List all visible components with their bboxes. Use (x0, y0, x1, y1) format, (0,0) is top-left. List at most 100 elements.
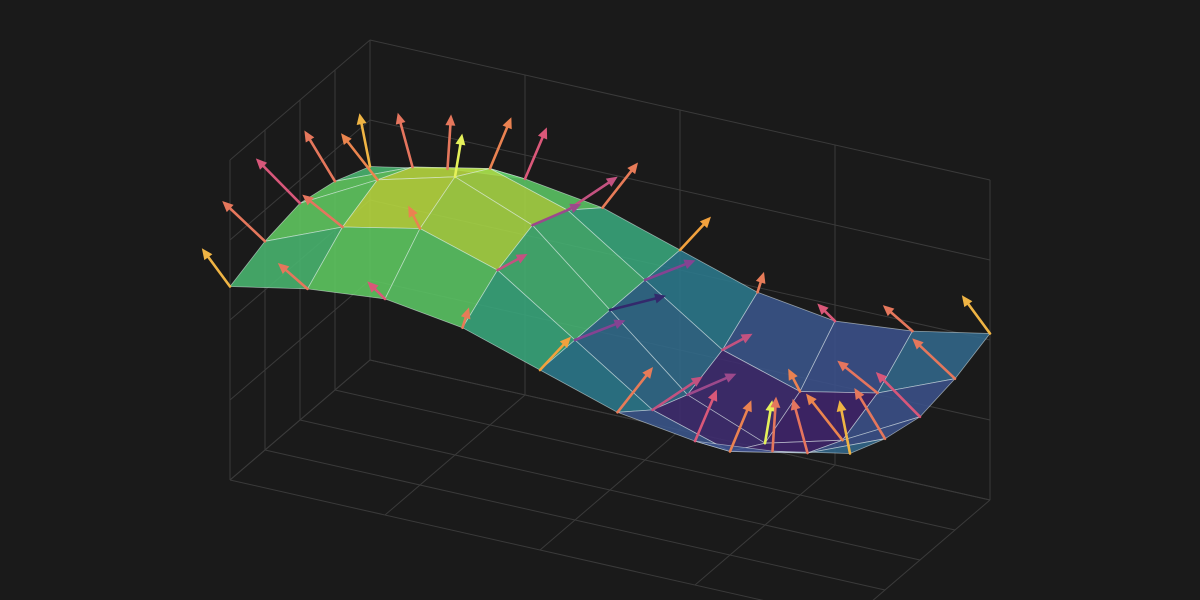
axis-box-line (229, 39, 371, 161)
arrow-shaft (823, 309, 837, 323)
arrow-head (836, 400, 847, 412)
arrow-shaft (858, 396, 887, 441)
normal-arrow (356, 113, 372, 168)
normal-arrow (643, 259, 696, 282)
arrow-head (788, 368, 798, 381)
arrow-head (605, 176, 618, 187)
arrow-head (559, 336, 571, 349)
arrow-shaft (601, 169, 633, 209)
arrow-head (537, 127, 548, 140)
arrow-head (408, 205, 418, 218)
normal-arrow (678, 216, 711, 252)
normal-arrow (408, 205, 422, 230)
normal-arrow (854, 387, 887, 441)
arrow-shaft (308, 138, 337, 183)
arrow-shaft (791, 377, 802, 393)
arrow-shaft (882, 378, 922, 419)
axis-box-line (694, 464, 836, 586)
arrow-shaft (643, 263, 687, 282)
normal-arrow (790, 398, 809, 455)
normal-arrow (488, 117, 512, 170)
normal-arrow (453, 133, 466, 179)
arrow-shaft (728, 409, 749, 453)
arrow-head (790, 398, 801, 411)
normal-arrow (875, 371, 922, 419)
arrow-shaft (309, 200, 344, 229)
arrow-shaft (889, 311, 914, 333)
normal-arrow (806, 393, 844, 442)
arrow-head (201, 248, 213, 261)
arrow-shaft (531, 207, 573, 227)
arrow-shaft (678, 223, 705, 252)
normal-arrow (837, 360, 879, 395)
arrow-shaft (651, 381, 695, 412)
normal-arrow (496, 253, 528, 272)
normal-arrow (302, 194, 344, 229)
normal-arrow (651, 376, 703, 412)
arrow-shaft (763, 409, 772, 445)
normal-arrow (686, 373, 737, 397)
axis-box-line (334, 389, 956, 531)
arrow-head (642, 367, 654, 379)
axis-box-line (369, 119, 991, 261)
arrow-shaft (967, 302, 992, 335)
arrow-shaft (693, 398, 714, 443)
surface (229, 166, 991, 454)
normal-arrow (693, 389, 718, 443)
normal-arrow (616, 367, 654, 414)
arrow-shaft (771, 406, 777, 453)
normal-arrow (304, 130, 337, 183)
arrow-head (569, 203, 582, 214)
arrow-head (460, 307, 471, 320)
normal-arrow (367, 281, 387, 301)
normal-arrow (445, 114, 456, 171)
normal-arrow (341, 133, 379, 182)
arrow-shaft (523, 136, 544, 181)
arrow-shaft (496, 257, 520, 272)
arrow-head (755, 271, 766, 284)
normal-arrow (608, 293, 666, 312)
arrow-head (255, 158, 268, 170)
normal-arrow (531, 203, 582, 227)
arrow-head (740, 333, 753, 344)
arrow-head (654, 293, 666, 304)
arrow-head (806, 393, 817, 406)
arrow-head (627, 162, 639, 175)
arrow-shaft (373, 287, 387, 301)
arrow-head (304, 130, 315, 143)
arrow-shaft (840, 409, 852, 455)
arrow-shaft (918, 344, 957, 381)
arrow-shaft (346, 140, 379, 182)
arrow-head (770, 396, 781, 408)
arrow-head (961, 295, 973, 308)
normal-arrow (770, 396, 781, 453)
normal-arrow (836, 400, 852, 455)
arrow-head (707, 389, 718, 402)
arrow-shaft (461, 316, 467, 330)
arrow-head (515, 253, 528, 264)
normal-arrow (721, 333, 753, 352)
arrow-head (875, 371, 888, 384)
arrow-head (724, 373, 737, 383)
arrow-shaft (284, 268, 309, 291)
arrow-head (222, 200, 234, 213)
normal-arrows (201, 112, 992, 455)
arrow-head (445, 114, 456, 126)
arrow-head (341, 133, 352, 145)
arrow-shaft (538, 343, 565, 372)
normal-arrow (788, 368, 802, 393)
arrow-shaft (686, 376, 728, 397)
arrow-head (699, 216, 711, 229)
normal-arrow (201, 248, 232, 288)
arrow-shaft (262, 164, 302, 205)
arrow-shaft (616, 374, 648, 414)
arrow-head (277, 262, 290, 274)
arrow-head (613, 319, 626, 329)
arrow-head (395, 112, 406, 125)
arrow-shaft (446, 124, 452, 171)
arrow-shaft (411, 214, 422, 230)
normal-arrow (255, 158, 302, 205)
arrow-head (817, 303, 829, 315)
arrow-head (683, 259, 696, 269)
